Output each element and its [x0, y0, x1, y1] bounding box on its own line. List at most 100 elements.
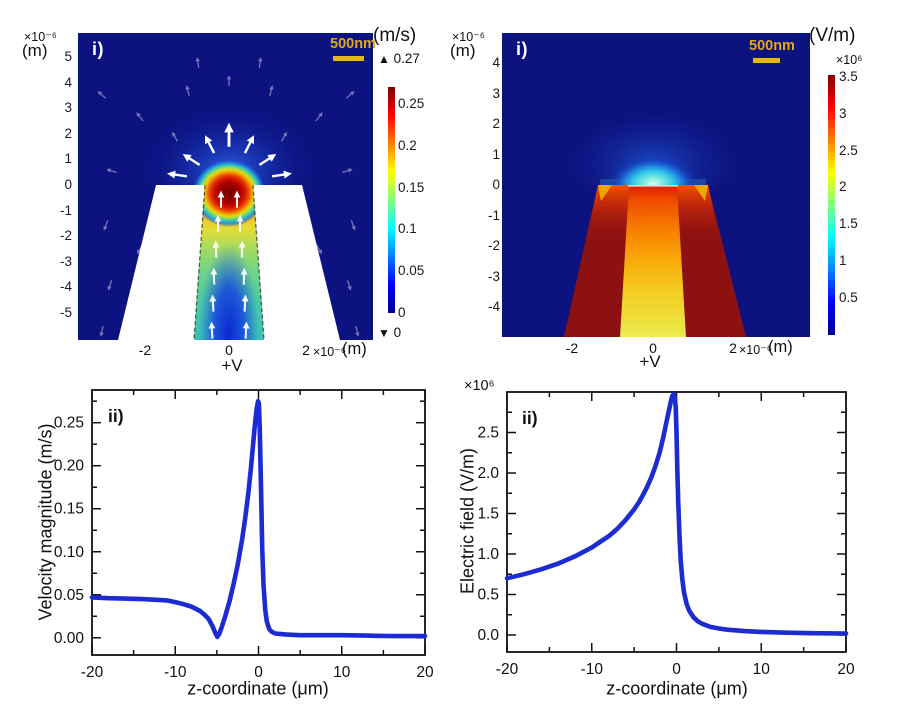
svg-text:0.15: 0.15 — [54, 501, 84, 518]
svg-text:0.10: 0.10 — [54, 544, 85, 561]
field-map-x-axis-unit: (m) — [768, 338, 793, 356]
svg-text:20: 20 — [837, 661, 855, 678]
electric-field-heatmap — [502, 33, 810, 337]
velocity-map-scalebar-label: 500nm — [330, 36, 376, 52]
field-profile-chart: -20 -10 0 10 20 0.0 0.5 1.0 1.5 2.0 2.5 — [477, 391, 855, 678]
field-colorbar-ticks: 3.5 3 2.5 2 1.5 1 0.5 — [839, 69, 869, 306]
svg-text:0.25: 0.25 — [54, 415, 84, 432]
field-map-x-tick: 0 — [649, 340, 657, 356]
tick-label: 3.5 — [839, 69, 858, 84]
field-profile-y-scale-label: ×10⁶ — [464, 378, 495, 394]
svg-text:1.5: 1.5 — [477, 505, 499, 522]
tick-label: 3 — [839, 105, 847, 121]
tick-label: -4 — [487, 299, 500, 314]
tick-label: 0.1 — [398, 221, 417, 237]
svg-text:2.5: 2.5 — [477, 424, 499, 441]
tick-label: 2 — [839, 179, 847, 195]
velocity-colorbar-max: ▲ 0.27 — [378, 51, 420, 66]
velocity-map-x-tick: 2 — [302, 342, 310, 358]
field-map-y-axis-unit: (m) — [450, 41, 476, 60]
orifice-field-dome — [607, 155, 699, 185]
tick-label: 0.5 — [839, 289, 858, 305]
field-glow — [557, 105, 749, 185]
velocity-map-y-ticks: 5 4 3 2 1 0 -1 -2 -3 -4 -5 — [50, 49, 72, 321]
max-triangle-icon: ▲ — [378, 52, 390, 66]
field-map-x-tick: 2 — [729, 340, 737, 356]
field-map-panel-label: i) — [516, 39, 528, 59]
tick-label: 3 — [492, 85, 500, 101]
field-map-scalebar-label: 500nm — [749, 38, 795, 54]
velocity-map-scalebar — [333, 56, 364, 61]
electrode-voltage-label: +V — [221, 356, 243, 375]
tick-label: 2.5 — [839, 142, 858, 158]
tick-label: -1 — [59, 202, 72, 218]
tick-label: 0 — [398, 304, 406, 320]
svg-text:-20: -20 — [496, 661, 519, 678]
svg-text:0: 0 — [672, 661, 681, 678]
field-map-x-axis-exponent: ×10⁻⁶ — [739, 343, 772, 357]
velocity-heatmap — [78, 33, 373, 340]
velocity-map-y-axis-prefix: ×10⁻⁶ — [24, 30, 57, 44]
field-map-scalebar — [753, 58, 780, 63]
velocity-colorbar-min: ▼ 0 — [378, 325, 402, 340]
tick-label: 0.25 — [398, 96, 425, 111]
field-map-y-ticks: 4 3 2 1 0 -1 -2 -3 -4 — [478, 55, 500, 315]
min-triangle-icon: ▼ — [378, 326, 390, 340]
tick-label: 1 — [64, 151, 72, 167]
velocity-profile-chart: -20 -10 0 10 20 0.00 0.05 0.10 0.15 0.20 0.25 — [54, 389, 434, 681]
tick-label: 2 — [64, 125, 72, 141]
field-colorbar — [828, 75, 835, 335]
tick-label: -2 — [59, 228, 72, 244]
tick-label: 0 — [492, 177, 500, 192]
velocity-profile-y-axis-label: Velocity magnitude (m/s) — [35, 423, 56, 621]
svg-text:10: 10 — [333, 664, 351, 681]
tick-label: 1 — [839, 253, 847, 269]
field-profile-x-axis-label: z-coordinate (μm) — [606, 678, 748, 699]
velocity-map-x-tick: -2 — [138, 342, 152, 358]
field-profile-panel-label: ii) — [522, 408, 538, 428]
tick-label: -1 — [487, 207, 500, 223]
svg-text:0.20: 0.20 — [54, 458, 85, 475]
tick-label: 0 — [64, 176, 72, 192]
tick-label: 0.05 — [398, 263, 425, 279]
svg-text:0.0: 0.0 — [477, 627, 499, 644]
tick-label: 1 — [492, 146, 500, 162]
velocity-map-panel-label: i) — [92, 39, 104, 59]
velocity-colorbar-ticks: 0.25 0.2 0.15 0.1 0.05 0 — [398, 96, 432, 321]
svg-text:0.00: 0.00 — [54, 630, 85, 647]
velocity-profile-x-axis-label: z-coordinate (μm) — [187, 678, 329, 699]
pipette-wall-left — [118, 185, 205, 340]
svg-text:2.0: 2.0 — [477, 465, 499, 482]
tick-label: 4 — [492, 55, 500, 70]
svg-text:0.5: 0.5 — [477, 586, 499, 603]
svg-text:0: 0 — [254, 664, 263, 681]
orifice-jet-plume — [192, 159, 266, 227]
electrode-voltage-label: +V — [639, 352, 661, 371]
tick-label: -2 — [487, 238, 500, 253]
svg-text:-10: -10 — [164, 664, 187, 681]
tick-label: 3 — [64, 100, 72, 116]
velocity-profile-panel-label: ii) — [108, 406, 124, 426]
tick-label: 1.5 — [839, 216, 858, 232]
tick-label: 0.2 — [398, 137, 417, 153]
field-profile-y-axis-label: Electric field (V/m) — [457, 447, 478, 595]
tick-label: 2 — [492, 116, 500, 131]
tick-label: -4 — [59, 279, 72, 295]
field-map-y-axis-prefix: ×10⁻⁶ — [452, 30, 485, 44]
svg-text:1.0: 1.0 — [477, 546, 499, 563]
tick-label: 0.15 — [398, 179, 425, 195]
velocity-map-x-axis-exponent: ×10⁻⁶ — [313, 345, 346, 359]
field-colorbar-scale: ×10⁶ — [836, 53, 863, 67]
tick-label: 4 — [64, 74, 72, 90]
svg-text:-10: -10 — [581, 661, 604, 678]
field-colorbar-unit: (V/m) — [809, 25, 856, 46]
pipette-wall-right — [253, 185, 340, 340]
tick-label: -5 — [59, 304, 72, 320]
tick-label: 5 — [64, 49, 72, 64]
svg-text:20: 20 — [416, 664, 434, 681]
velocity-map-x-axis-unit: (m) — [342, 340, 367, 358]
field-map-x-tick: -2 — [565, 340, 579, 356]
svg-text:-20: -20 — [81, 664, 104, 681]
velocity-colorbar-unit: (m/s) — [373, 25, 417, 46]
